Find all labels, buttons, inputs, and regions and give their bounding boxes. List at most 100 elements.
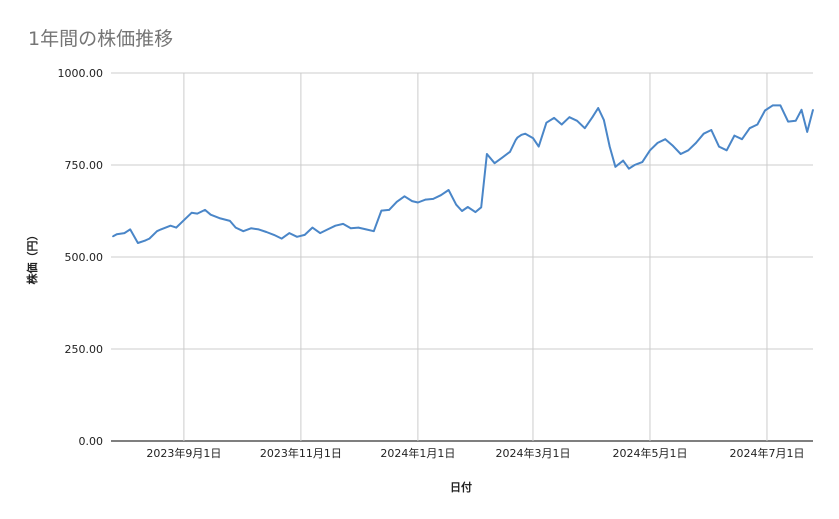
data-point [532,137,534,139]
data-point [265,231,268,233]
data-point [656,142,659,144]
series-group [112,104,814,244]
data-point [250,227,252,230]
y-axis-label: 株価（円） [25,230,39,285]
data-point [175,226,177,229]
data-point [288,232,291,234]
data-point [733,134,736,137]
data-point [257,228,260,231]
data-point [664,138,667,140]
data-point [319,232,321,234]
data-point [672,145,674,147]
data-point [679,153,682,155]
data-point [718,145,720,148]
data-point [725,149,728,152]
data-point [576,120,578,122]
data-point [553,117,555,119]
data-point [806,131,808,133]
data-point [204,209,206,211]
x-tick-label: 2024年3月1日 [495,446,570,460]
data-point [800,109,803,111]
x-tick-labels: 2023年9月1日 2023年11月1日 2024年1月1日 2024年3月1日 202… [146,446,804,460]
data-point [501,156,504,159]
data-point [516,136,519,139]
y-tick-labels: 0.00 250.00 500.00 750.00 1000.00 [58,67,104,448]
data-point [710,129,713,131]
grid [111,72,813,442]
data-point [628,167,630,170]
data-point [137,242,139,244]
data-point [229,220,231,222]
data-point [350,227,352,230]
data-point [584,127,586,129]
data-point [608,145,611,148]
data-point [403,195,406,198]
x-axis-label: 日付 [450,480,472,494]
data-point [357,226,360,229]
data-point [748,127,751,129]
data-point [334,224,337,227]
data-point [196,212,199,215]
data-point [520,134,523,136]
data-point [597,107,599,109]
data-point [812,109,814,111]
data-point [787,120,789,123]
data-point [129,228,131,231]
x-tick-label: 2024年5月1日 [612,446,687,460]
data-point [687,149,690,152]
data-point [396,201,398,203]
data-point [514,139,517,141]
data-point [622,159,624,162]
data-point [148,237,151,240]
y-tick-label: 250.00 [65,343,104,356]
data-point [537,145,540,148]
data-point [112,235,114,238]
data-point [432,198,435,200]
data-point [296,236,298,238]
data-point [524,132,527,135]
data-point [123,232,126,234]
data-point [156,230,158,232]
data-point [144,239,147,242]
data-point [190,212,193,214]
data-point [116,233,118,235]
data-point [474,211,477,213]
data-point [273,234,275,236]
data-point [242,230,245,232]
data-point [591,116,594,118]
data-point [702,132,705,135]
data-point [756,123,759,126]
series-line [112,104,814,244]
y-tick-label: 500.00 [65,251,104,264]
data-point [183,219,185,221]
data-point [741,138,743,140]
data-point [388,209,390,211]
data-point [568,116,571,118]
data-point [794,120,797,122]
data-point [209,213,212,216]
data-point [411,200,413,202]
data-point [509,151,511,153]
data-point [303,234,306,236]
data-point [365,228,367,231]
x-tick-label: 2024年1月1日 [380,446,455,460]
data-point [641,161,644,163]
x-tick-label: 2023年11月1日 [260,446,342,460]
data-point [380,209,383,212]
data-point [417,201,419,204]
data-point [649,149,651,152]
data-point [614,166,617,168]
y-tick-label: 1000.00 [58,67,104,80]
data-point [493,162,496,164]
data-point [447,189,450,191]
data-point [603,119,605,121]
data-point [342,223,344,225]
data-point [486,153,488,155]
data-point [461,210,463,212]
x-tick-label: 2023年9月1日 [146,446,221,460]
data-point [779,104,782,107]
data-point [311,226,314,229]
data-point [560,123,563,126]
